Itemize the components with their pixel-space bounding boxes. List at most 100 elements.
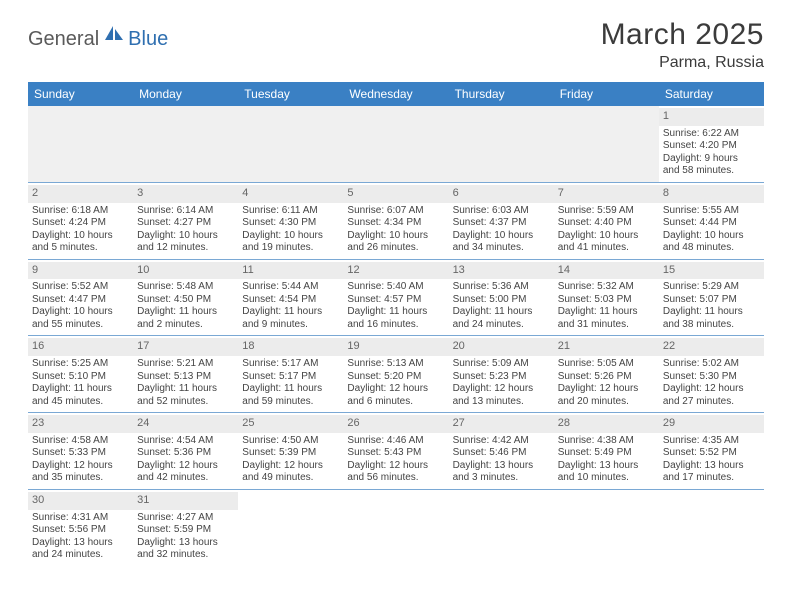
cell-sunset: Sunset: 5:36 PM — [137, 447, 234, 460]
cell-sunset: Sunset: 5:23 PM — [453, 371, 550, 384]
cell-day2: and 35 minutes. — [32, 472, 129, 485]
cell-day2: and 48 minutes. — [663, 242, 760, 255]
calendar-cell: 7Sunrise: 5:59 AMSunset: 4:40 PMDaylight… — [554, 182, 659, 259]
cell-sunrise: Sunrise: 4:46 AM — [347, 435, 444, 448]
location: Parma, Russia — [601, 54, 764, 72]
day-number: 20 — [449, 338, 554, 356]
calendar-cell: 14Sunrise: 5:32 AMSunset: 5:03 PMDayligh… — [554, 259, 659, 336]
weekday-header-row: Sunday Monday Tuesday Wednesday Thursday… — [28, 82, 764, 106]
cell-day2: and 45 minutes. — [32, 396, 129, 409]
cell-sunset: Sunset: 4:54 PM — [242, 294, 339, 307]
day-number: 14 — [554, 262, 659, 280]
calendar-cell — [343, 489, 448, 565]
day-number: 31 — [133, 492, 238, 510]
cell-sunrise: Sunrise: 6:14 AM — [137, 205, 234, 218]
day-number: 16 — [28, 338, 133, 356]
cell-day2: and 6 minutes. — [347, 396, 444, 409]
day-number: 26 — [343, 415, 448, 433]
cell-sunset: Sunset: 4:30 PM — [242, 217, 339, 230]
calendar-cell: 23Sunrise: 4:58 AMSunset: 5:33 PMDayligh… — [28, 413, 133, 490]
day-number: 27 — [449, 415, 554, 433]
calendar-row: 9Sunrise: 5:52 AMSunset: 4:47 PMDaylight… — [28, 259, 764, 336]
day-number: 9 — [28, 262, 133, 280]
cell-day2: and 10 minutes. — [558, 472, 655, 485]
cell-day1: Daylight: 12 hours — [32, 460, 129, 473]
cell-sunset: Sunset: 5:56 PM — [32, 524, 129, 537]
cell-day1: Daylight: 11 hours — [242, 306, 339, 319]
cell-sunset: Sunset: 5:43 PM — [347, 447, 444, 460]
calendar-cell: 20Sunrise: 5:09 AMSunset: 5:23 PMDayligh… — [449, 336, 554, 413]
day-number: 8 — [659, 185, 764, 203]
cell-sunrise: Sunrise: 5:17 AM — [242, 358, 339, 371]
cell-sunrise: Sunrise: 5:52 AM — [32, 281, 129, 294]
cell-sunrise: Sunrise: 5:02 AM — [663, 358, 760, 371]
cell-day2: and 13 minutes. — [453, 396, 550, 409]
calendar-cell: 21Sunrise: 5:05 AMSunset: 5:26 PMDayligh… — [554, 336, 659, 413]
cell-day2: and 49 minutes. — [242, 472, 339, 485]
cell-sunset: Sunset: 4:34 PM — [347, 217, 444, 230]
weekday-header: Thursday — [449, 82, 554, 106]
cell-day2: and 52 minutes. — [137, 396, 234, 409]
cell-day1: Daylight: 10 hours — [663, 230, 760, 243]
logo: General Blue — [28, 24, 168, 55]
cell-sunrise: Sunrise: 6:22 AM — [663, 128, 760, 141]
cell-sunrise: Sunrise: 4:58 AM — [32, 435, 129, 448]
cell-day2: and 26 minutes. — [347, 242, 444, 255]
calendar-cell: 11Sunrise: 5:44 AMSunset: 4:54 PMDayligh… — [238, 259, 343, 336]
month-title: March 2025 — [601, 18, 764, 52]
calendar-cell: 2Sunrise: 6:18 AMSunset: 4:24 PMDaylight… — [28, 182, 133, 259]
cell-day2: and 24 minutes. — [453, 319, 550, 332]
cell-sunset: Sunset: 4:50 PM — [137, 294, 234, 307]
calendar-cell — [449, 489, 554, 565]
cell-sunset: Sunset: 5:07 PM — [663, 294, 760, 307]
calendar-row: 16Sunrise: 5:25 AMSunset: 5:10 PMDayligh… — [28, 336, 764, 413]
calendar-cell — [343, 106, 448, 182]
calendar-cell — [449, 106, 554, 182]
sail-icon — [103, 24, 125, 47]
calendar-cell: 18Sunrise: 5:17 AMSunset: 5:17 PMDayligh… — [238, 336, 343, 413]
day-number: 6 — [449, 185, 554, 203]
day-number: 7 — [554, 185, 659, 203]
cell-day1: Daylight: 10 hours — [558, 230, 655, 243]
cell-sunrise: Sunrise: 5:25 AM — [32, 358, 129, 371]
cell-sunrise: Sunrise: 4:54 AM — [137, 435, 234, 448]
cell-day2: and 20 minutes. — [558, 396, 655, 409]
cell-day1: Daylight: 13 hours — [663, 460, 760, 473]
cell-sunrise: Sunrise: 4:38 AM — [558, 435, 655, 448]
cell-sunset: Sunset: 4:57 PM — [347, 294, 444, 307]
day-number: 1 — [659, 108, 764, 126]
cell-day1: Daylight: 11 hours — [137, 383, 234, 396]
cell-day1: Daylight: 10 hours — [32, 230, 129, 243]
cell-day2: and 42 minutes. — [137, 472, 234, 485]
weekday-header: Friday — [554, 82, 659, 106]
day-number: 17 — [133, 338, 238, 356]
calendar-cell — [133, 106, 238, 182]
calendar-cell: 8Sunrise: 5:55 AMSunset: 4:44 PMDaylight… — [659, 182, 764, 259]
day-number: 12 — [343, 262, 448, 280]
calendar-cell: 1Sunrise: 6:22 AMSunset: 4:20 PMDaylight… — [659, 106, 764, 182]
calendar-cell: 28Sunrise: 4:38 AMSunset: 5:49 PMDayligh… — [554, 413, 659, 490]
calendar-cell: 16Sunrise: 5:25 AMSunset: 5:10 PMDayligh… — [28, 336, 133, 413]
cell-day2: and 59 minutes. — [242, 396, 339, 409]
weekday-header: Monday — [133, 82, 238, 106]
day-number: 4 — [238, 185, 343, 203]
cell-sunrise: Sunrise: 6:18 AM — [32, 205, 129, 218]
weekday-header: Tuesday — [238, 82, 343, 106]
cell-sunrise: Sunrise: 6:11 AM — [242, 205, 339, 218]
cell-sunrise: Sunrise: 6:07 AM — [347, 205, 444, 218]
cell-sunset: Sunset: 4:20 PM — [663, 140, 760, 153]
logo-text-general: General — [28, 28, 99, 51]
cell-sunset: Sunset: 5:20 PM — [347, 371, 444, 384]
calendar-cell: 24Sunrise: 4:54 AMSunset: 5:36 PMDayligh… — [133, 413, 238, 490]
day-number: 10 — [133, 262, 238, 280]
cell-sunset: Sunset: 5:52 PM — [663, 447, 760, 460]
calendar-cell — [554, 106, 659, 182]
day-number: 28 — [554, 415, 659, 433]
cell-sunset: Sunset: 5:46 PM — [453, 447, 550, 460]
cell-sunset: Sunset: 5:00 PM — [453, 294, 550, 307]
calendar-cell: 27Sunrise: 4:42 AMSunset: 5:46 PMDayligh… — [449, 413, 554, 490]
header: General Blue March 2025 Parma, Russia — [28, 18, 764, 72]
cell-day1: Daylight: 12 hours — [347, 460, 444, 473]
cell-day2: and 34 minutes. — [453, 242, 550, 255]
cell-sunset: Sunset: 5:13 PM — [137, 371, 234, 384]
